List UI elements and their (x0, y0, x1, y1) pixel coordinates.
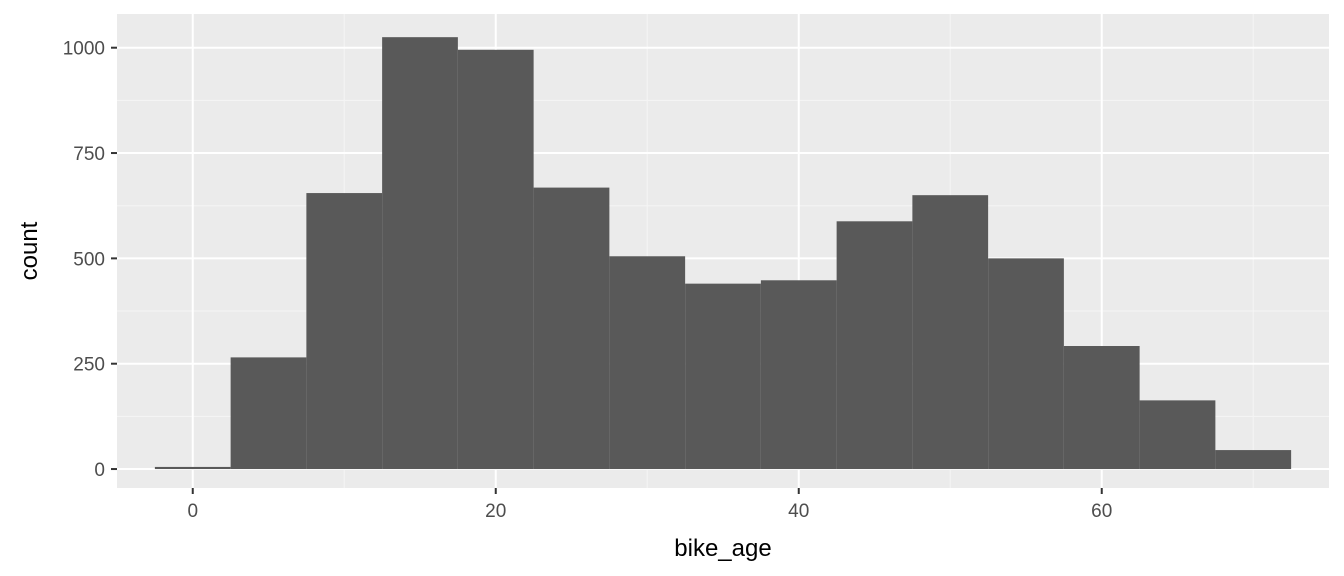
histogram-bar (533, 187, 610, 470)
histogram-bar (836, 221, 913, 470)
y-tick-label: 250 (73, 355, 105, 376)
x-axis-title: bike_age (674, 535, 771, 562)
histogram-bar (1139, 400, 1216, 470)
histogram-bar (912, 195, 989, 470)
y-axis-ticks: 0 250 500 750 1000 (63, 39, 117, 481)
histogram-bar (154, 466, 231, 470)
histogram-bar (988, 258, 1064, 470)
y-tick-label: 750 (73, 144, 105, 165)
histogram-bar (382, 37, 458, 470)
histogram-bar (457, 49, 534, 470)
x-tick-label: 60 (1091, 501, 1112, 522)
y-tick-label: 1000 (63, 39, 105, 60)
histogram-bar (685, 283, 761, 470)
y-tick-label: 500 (73, 249, 105, 270)
x-tick-label: 20 (485, 501, 506, 522)
histogram-bar (306, 193, 383, 470)
histogram-bar (1215, 450, 1292, 470)
histogram-bar (760, 280, 837, 470)
x-tick-label: 40 (788, 501, 809, 522)
histogram-bar (609, 256, 686, 470)
y-tick-label: 0 (94, 460, 105, 481)
histogram-bar (230, 357, 307, 470)
x-tick-label: 0 (187, 501, 198, 522)
histogram-bar (1063, 346, 1140, 470)
y-axis-title: count (16, 221, 43, 280)
histogram-bars (154, 37, 1292, 470)
x-axis-ticks: 0 20 40 60 (187, 488, 1112, 522)
